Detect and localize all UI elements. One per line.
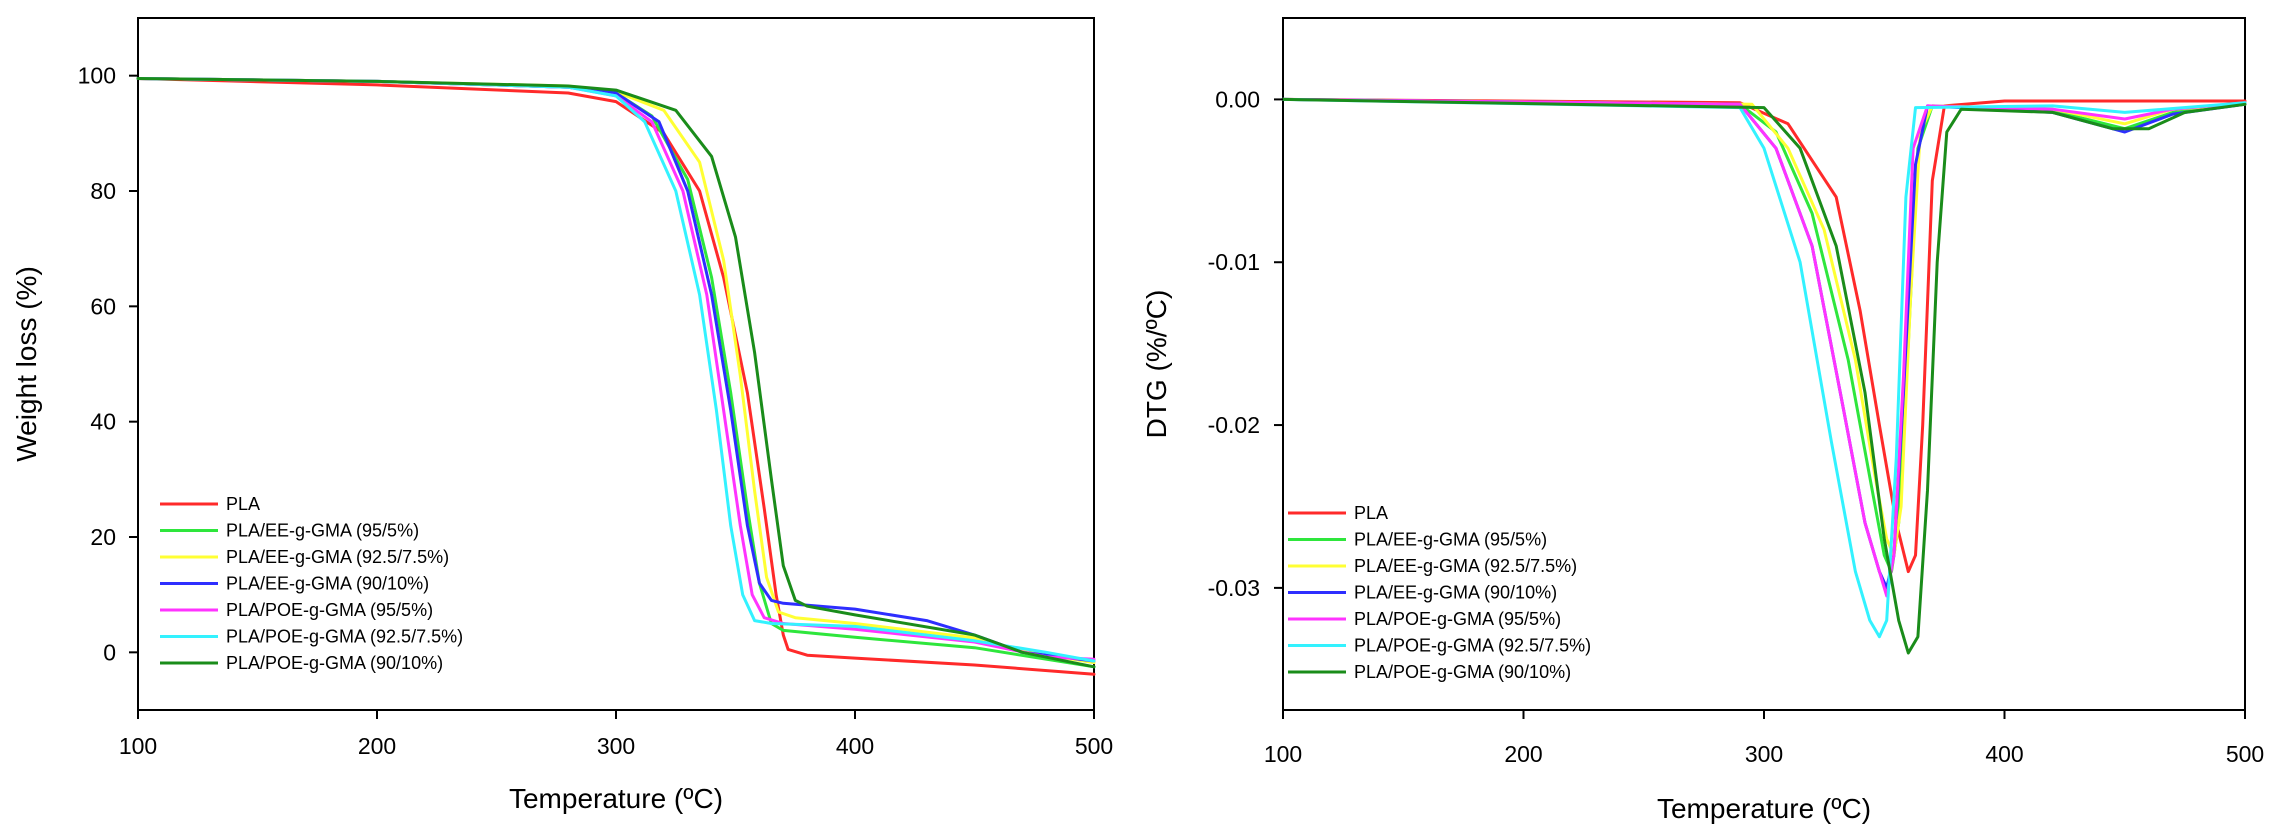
dtg-legend-label-5: PLA/POE-g-GMA (92.5/7.5%) xyxy=(1354,636,1591,656)
tga-series-line-3 xyxy=(136,77,1096,663)
dtg-x-tick-label-1: 200 xyxy=(1504,741,1542,767)
tga-x-tick-label-3: 400 xyxy=(836,733,874,759)
tga-series-line-5 xyxy=(136,77,1096,663)
dtg-y-tick-label-2: -0.02 xyxy=(1208,412,1260,438)
tga-legend-label-5: PLA/POE-g-GMA (92.5/7.5%) xyxy=(226,627,463,647)
dtg-series-group xyxy=(1281,97,2247,655)
dtg-series-line-3 xyxy=(1281,97,2247,590)
tga-series-line-4 xyxy=(136,77,1096,661)
tga-y-tick-label-5: 100 xyxy=(78,63,116,89)
tga-x-tick-label-2: 300 xyxy=(597,733,635,759)
tga-legend-label-4: PLA/POE-g-GMA (95/5%) xyxy=(226,600,433,620)
dtg-legend-label-4: PLA/POE-g-GMA (95/5%) xyxy=(1354,609,1561,629)
tga-series-line-6 xyxy=(136,77,1096,669)
dtg-series-line-0 xyxy=(1281,97,2247,574)
dtg-series-line-6 xyxy=(1281,97,2247,655)
dtg-y-axis-title: DTG (%/ºC) xyxy=(1141,290,1172,439)
dtg-legend-label-2: PLA/EE-g-GMA (92.5/7.5%) xyxy=(1354,556,1577,576)
dtg-y-ticks: 0.00 -0.01 -0.02 -0.03 xyxy=(1208,86,1283,601)
dtg-series-line-4 xyxy=(1281,97,2247,598)
dtg-legend-label-0: PLA xyxy=(1354,503,1388,523)
tga-y-tick-label-4: 80 xyxy=(90,178,116,204)
dtg-x-tick-label-4: 500 xyxy=(2226,741,2264,767)
dtg-x-axis-title: Temperature (ºC) xyxy=(1657,793,1871,824)
tga-y-tick-label-2: 40 xyxy=(90,409,116,435)
dtg-x-tick-label-0: 100 xyxy=(1264,741,1302,767)
dtg-x-tick-label-2: 300 xyxy=(1745,741,1783,767)
tga-legend: PLA PLA/EE-g-GMA (95/5%) PLA/EE-g-GMA (92.… xyxy=(160,494,463,673)
tga-y-ticks: 0 20 40 60 80 100 xyxy=(78,63,138,665)
tga-y-tick-label-1: 20 xyxy=(90,524,116,550)
tga-legend-label-0: PLA xyxy=(226,494,260,514)
tga-y-tick-label-0: 0 xyxy=(103,639,116,665)
dtg-legend: PLA PLA/EE-g-GMA (95/5%) PLA/EE-g-GMA (92.… xyxy=(1288,503,1591,682)
tga-legend-label-6: PLA/POE-g-GMA (90/10%) xyxy=(226,653,443,673)
dtg-series-line-5 xyxy=(1281,97,2247,639)
dtg-y-tick-label-3: -0.03 xyxy=(1208,575,1260,601)
tga-series-group xyxy=(136,77,1096,676)
tga-x-ticks: 100 200 300 400 500 xyxy=(119,710,1113,759)
dtg-legend-label-3: PLA/EE-g-GMA (90/10%) xyxy=(1354,583,1557,603)
tga-y-axis-title: Weight loss (%) xyxy=(11,266,42,462)
tga-y-tick-label-3: 60 xyxy=(90,293,116,319)
dtg-y-tick-label-1: -0.01 xyxy=(1208,249,1260,275)
dtg-x-ticks: 100 200 300 400 500 xyxy=(1264,710,2264,767)
tga-x-tick-label-4: 500 xyxy=(1075,733,1113,759)
tga-legend-label-3: PLA/EE-g-GMA (90/10%) xyxy=(226,574,429,594)
dtg-chart: 100 200 300 400 500 0.00 -0.01 -0.02 -0.03 Temp… xyxy=(1141,17,2264,824)
dtg-y-tick-label-0: 0.00 xyxy=(1215,86,1260,112)
tga-x-tick-label-0: 100 xyxy=(119,733,157,759)
tga-chart: 100 200 300 400 500 0 20 40 60 80 100 Temperature… xyxy=(11,17,1113,814)
tga-x-tick-label-1: 200 xyxy=(358,733,396,759)
tga-series-line-0 xyxy=(136,77,1096,676)
dtg-legend-label-1: PLA/EE-g-GMA (95/5%) xyxy=(1354,530,1547,550)
dtg-series-line-2 xyxy=(1281,97,2247,557)
dtg-series-line-1 xyxy=(1281,97,2247,574)
tga-legend-label-1: PLA/EE-g-GMA (95/5%) xyxy=(226,521,419,541)
dtg-x-tick-label-3: 400 xyxy=(1985,741,2023,767)
tga-legend-label-2: PLA/EE-g-GMA (92.5/7.5%) xyxy=(226,547,449,567)
dtg-legend-label-6: PLA/POE-g-GMA (90/10%) xyxy=(1354,662,1571,682)
tga-x-axis-title: Temperature (ºC) xyxy=(509,783,723,814)
